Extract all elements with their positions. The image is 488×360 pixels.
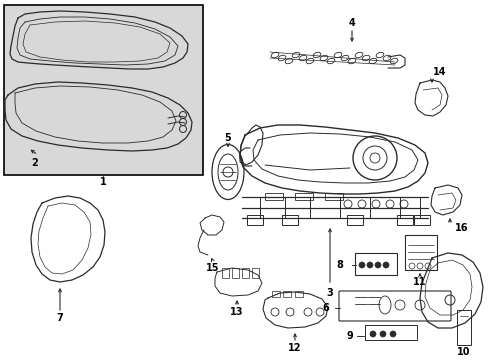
Bar: [325, 193, 342, 200]
Bar: [346, 215, 362, 225]
Bar: [294, 291, 303, 297]
Text: 11: 11: [412, 277, 426, 287]
Text: 6: 6: [322, 303, 329, 313]
Bar: [364, 325, 416, 340]
Circle shape: [379, 331, 385, 337]
Circle shape: [369, 331, 375, 337]
Bar: [283, 291, 290, 297]
Text: 8: 8: [336, 260, 343, 270]
Bar: [222, 268, 228, 278]
Bar: [271, 291, 280, 297]
Bar: [231, 268, 239, 278]
Bar: [456, 310, 470, 345]
Text: 13: 13: [230, 307, 243, 317]
Text: 12: 12: [287, 343, 301, 353]
Bar: [354, 253, 396, 275]
Text: 3: 3: [326, 288, 333, 298]
Bar: [242, 268, 248, 278]
Text: 10: 10: [456, 347, 470, 357]
Text: 14: 14: [432, 67, 446, 77]
Circle shape: [389, 331, 395, 337]
Bar: [246, 215, 263, 225]
Circle shape: [374, 262, 380, 268]
Text: 1: 1: [100, 177, 106, 187]
Text: 15: 15: [206, 263, 219, 273]
Circle shape: [366, 262, 372, 268]
Bar: [413, 215, 429, 225]
Bar: [282, 215, 297, 225]
Text: 7: 7: [57, 313, 63, 323]
Text: 4: 4: [348, 18, 355, 28]
Text: 5: 5: [224, 133, 231, 143]
Bar: [404, 235, 436, 270]
Bar: [396, 215, 412, 225]
Circle shape: [382, 262, 388, 268]
Text: 16: 16: [454, 223, 468, 233]
Bar: [251, 268, 259, 278]
Bar: [264, 193, 283, 200]
Text: 2: 2: [32, 158, 38, 168]
Bar: [294, 193, 312, 200]
Circle shape: [358, 262, 364, 268]
Text: 9: 9: [346, 331, 353, 341]
Bar: [4, 5, 203, 175]
